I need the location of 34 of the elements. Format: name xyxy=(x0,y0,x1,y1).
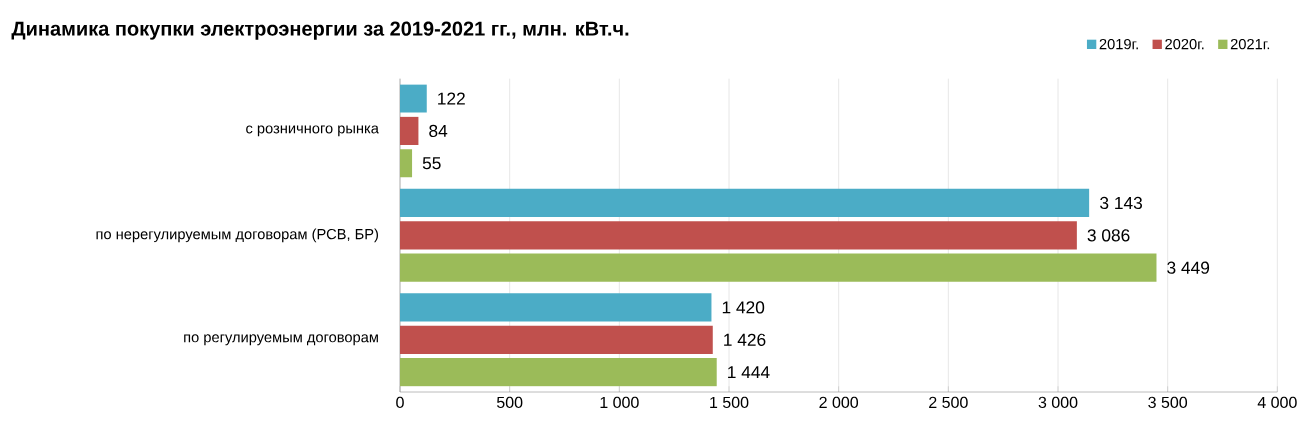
data-label: 122 xyxy=(438,92,465,105)
x-tick-label: 3 000 xyxy=(1038,396,1078,409)
data-label: 84 xyxy=(429,124,448,138)
y-tick-label: по регулируемым договорам xyxy=(184,334,378,346)
bar xyxy=(400,188,1090,218)
data-label: 3 449 xyxy=(1167,261,1210,274)
bar xyxy=(400,253,1157,282)
bar xyxy=(400,358,717,387)
data-label: 1 420 xyxy=(722,301,765,314)
y-tick-label: по нерегулируемым договорам (РСВ, БР) xyxy=(96,228,379,243)
x-tick-label: 2 000 xyxy=(819,396,859,409)
legend-label: 2019г. xyxy=(1099,38,1138,50)
data-label: 3 086 xyxy=(1087,229,1130,242)
data-label: 1 426 xyxy=(724,333,766,346)
x-tick-label: 2 500 xyxy=(929,396,968,409)
x-tick-label: 3 500 xyxy=(1148,396,1188,409)
chart-title: Динамика покупки электроэнергии за 2019-2021 гг., млн. кВт.ч. xyxy=(11,21,629,40)
bar xyxy=(400,149,413,178)
x-tick-label: 1 500 xyxy=(710,396,749,409)
bar xyxy=(400,84,427,113)
y-tick-label: с розничного рынка xyxy=(246,125,379,137)
data-label: 55 xyxy=(422,157,441,170)
bar xyxy=(400,325,713,354)
bar xyxy=(400,293,712,322)
data-label: 3 143 xyxy=(1100,196,1143,210)
x-tick-label: 4 000 xyxy=(1257,396,1297,409)
bar xyxy=(400,221,1077,250)
data-label: 1 444 xyxy=(728,366,770,379)
x-tick-label: 0 xyxy=(396,396,404,409)
x-tick-label: 1 000 xyxy=(600,396,639,409)
bar xyxy=(400,116,419,145)
x-tick-label: 500 xyxy=(496,396,523,409)
legend-label: 2020г. xyxy=(1165,38,1204,50)
legend-label: 2021г. xyxy=(1230,38,1270,50)
